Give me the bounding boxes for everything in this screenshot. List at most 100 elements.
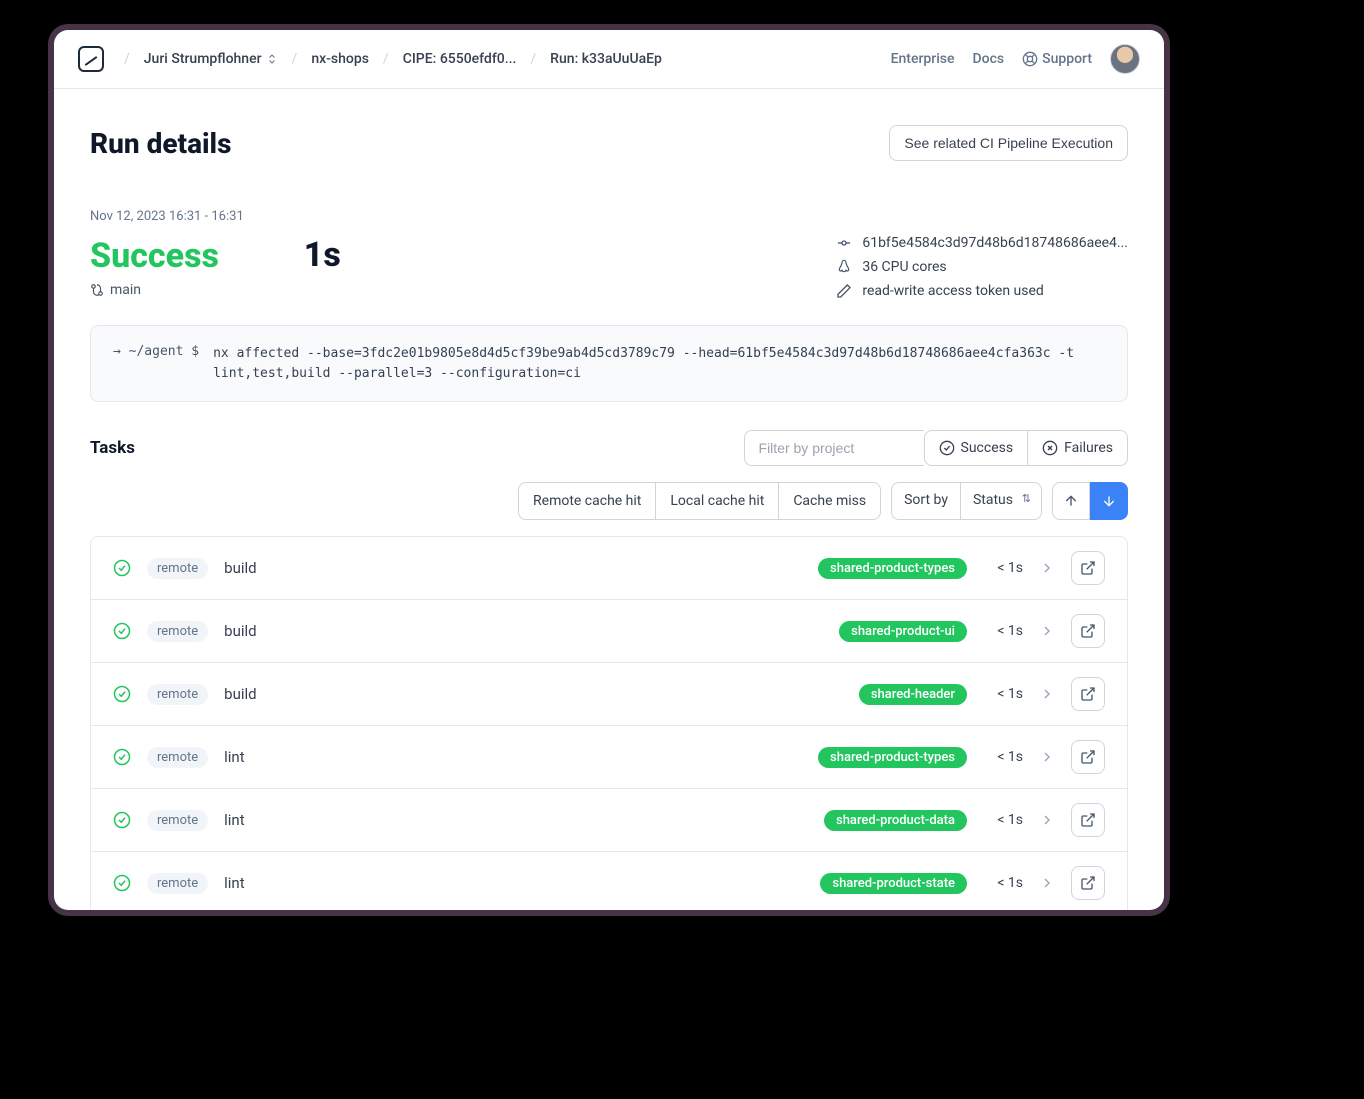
cpu-line: 36 CPU cores <box>836 259 1128 275</box>
terminal-block: → ~/agent $ nx affected --base=3fdc2e01b… <box>90 325 1128 402</box>
sort-desc-button[interactable] <box>1090 482 1128 520</box>
open-external-button[interactable] <box>1071 551 1105 585</box>
filter-input[interactable] <box>744 430 924 466</box>
tasks-title: Tasks <box>90 438 135 458</box>
open-external-button[interactable] <box>1071 740 1105 774</box>
sort-select[interactable]: Status <box>960 482 1042 520</box>
open-external-button[interactable] <box>1071 677 1105 711</box>
crumb-user-label: Juri Strumpflohner <box>144 51 262 67</box>
chevron-right-icon <box>1039 560 1055 576</box>
terminal-command: nx affected --base=3fdc2e01b9805e8d4d5cf… <box>213 344 1105 383</box>
git-branch-icon <box>90 283 104 297</box>
chevron-right-icon <box>1039 686 1055 702</box>
sort-group: Sort by Status <box>891 482 1042 520</box>
task-list: remote build shared-product-types < 1s r… <box>90 536 1128 910</box>
nav-enterprise[interactable]: Enterprise <box>891 51 955 67</box>
open-external-button[interactable] <box>1071 803 1105 837</box>
task-row[interactable]: remote build shared-product-types < 1s <box>91 537 1127 600</box>
crumb-cipe[interactable]: CIPE: 6550efdf0... <box>403 51 517 67</box>
related-cipe-button[interactable]: See related CI Pipeline Execution <box>889 125 1128 161</box>
cache-badge: remote <box>147 873 208 894</box>
crumb-project[interactable]: nx-shops <box>311 51 369 67</box>
external-link-icon <box>1080 560 1096 576</box>
x-circle-icon <box>1042 440 1058 456</box>
page-title: Run details <box>90 127 232 160</box>
project-tag: shared-product-ui <box>839 621 967 642</box>
git-commit-icon <box>836 235 852 251</box>
run-status: Success <box>90 236 244 276</box>
open-external-button[interactable] <box>1071 866 1105 900</box>
cache-filter-miss[interactable]: Cache miss <box>779 482 881 520</box>
open-external-button[interactable] <box>1071 614 1105 648</box>
task-name: lint <box>224 811 245 829</box>
crumb-run[interactable]: Run: k33aUuUaEp <box>550 51 662 67</box>
chevron-updown-icon <box>266 53 278 65</box>
project-tag: shared-product-types <box>818 558 967 579</box>
task-row[interactable]: remote build shared-header < 1s <box>91 663 1127 726</box>
filter-success[interactable]: Success <box>924 430 1029 466</box>
external-link-icon <box>1080 812 1096 828</box>
nav-support-label: Support <box>1042 51 1092 67</box>
task-duration: < 1s <box>983 749 1023 765</box>
crumb-sep: / <box>524 51 542 67</box>
task-row[interactable]: remote build shared-product-ui < 1s <box>91 600 1127 663</box>
check-circle-icon <box>113 748 131 766</box>
task-row[interactable]: remote lint shared-product-data < 1s <box>91 789 1127 852</box>
task-duration: < 1s <box>983 623 1023 639</box>
filter-failures[interactable]: Failures <box>1028 430 1128 466</box>
filter-success-label: Success <box>961 440 1014 456</box>
logo-icon[interactable] <box>78 46 104 72</box>
project-tag: shared-product-state <box>820 873 967 894</box>
run-timestamp: Nov 12, 2023 16:31 - 16:31 <box>90 209 244 224</box>
project-tag: shared-product-types <box>818 747 967 768</box>
cache-badge: remote <box>147 747 208 768</box>
task-name: build <box>224 559 256 577</box>
cache-badge: remote <box>147 684 208 705</box>
sort-label: Sort by <box>891 482 960 520</box>
cache-filter-group: Remote cache hit Local cache hit Cache m… <box>518 482 881 520</box>
chevron-right-icon <box>1039 812 1055 828</box>
crumb-sep: / <box>118 51 136 67</box>
cache-filter-remote[interactable]: Remote cache hit <box>518 482 656 520</box>
task-row[interactable]: remote lint shared-product-types < 1s <box>91 726 1127 789</box>
run-branch: main <box>90 282 244 298</box>
token-label: read-write access token used <box>862 283 1043 299</box>
check-circle-icon <box>939 440 955 456</box>
commit-hash: 61bf5e4584c3d97d48b6d18748686aee4... <box>862 235 1128 251</box>
arrow-down-icon <box>1101 493 1117 509</box>
task-name: lint <box>224 748 245 766</box>
task-name: build <box>224 685 256 703</box>
crumb-sep: / <box>377 51 395 67</box>
external-link-icon <box>1080 686 1096 702</box>
cache-badge: remote <box>147 558 208 579</box>
check-circle-icon <box>113 874 131 892</box>
nav-docs[interactable]: Docs <box>972 51 1004 67</box>
task-duration: < 1s <box>983 875 1023 891</box>
chevron-right-icon <box>1039 875 1055 891</box>
project-tag: shared-product-data <box>824 810 967 831</box>
cache-filter-local[interactable]: Local cache hit <box>656 482 779 520</box>
external-link-icon <box>1080 623 1096 639</box>
check-circle-icon <box>113 559 131 577</box>
main-content: Run details See related CI Pipeline Exec… <box>54 89 1164 910</box>
sort-asc-button[interactable] <box>1052 482 1090 520</box>
crumb-sep: / <box>286 51 304 67</box>
crumb-user[interactable]: Juri Strumpflohner <box>144 51 278 67</box>
lifebuoy-icon <box>1022 51 1038 67</box>
check-circle-icon <box>113 685 131 703</box>
avatar[interactable] <box>1110 44 1140 74</box>
token-line: read-write access token used <box>836 283 1128 299</box>
external-link-icon <box>1080 749 1096 765</box>
filter-failures-label: Failures <box>1064 440 1113 456</box>
topbar: / Juri Strumpflohner / nx-shops / CIPE: … <box>54 30 1164 89</box>
external-link-icon <box>1080 875 1096 891</box>
arrow-up-icon <box>1063 493 1079 509</box>
branch-label: main <box>110 282 141 298</box>
task-row[interactable]: remote lint shared-product-state < 1s <box>91 852 1127 910</box>
check-circle-icon <box>113 622 131 640</box>
cache-badge: remote <box>147 810 208 831</box>
chevron-right-icon <box>1039 623 1055 639</box>
nav-support[interactable]: Support <box>1022 51 1092 67</box>
task-duration: < 1s <box>983 812 1023 828</box>
task-name: lint <box>224 874 245 892</box>
